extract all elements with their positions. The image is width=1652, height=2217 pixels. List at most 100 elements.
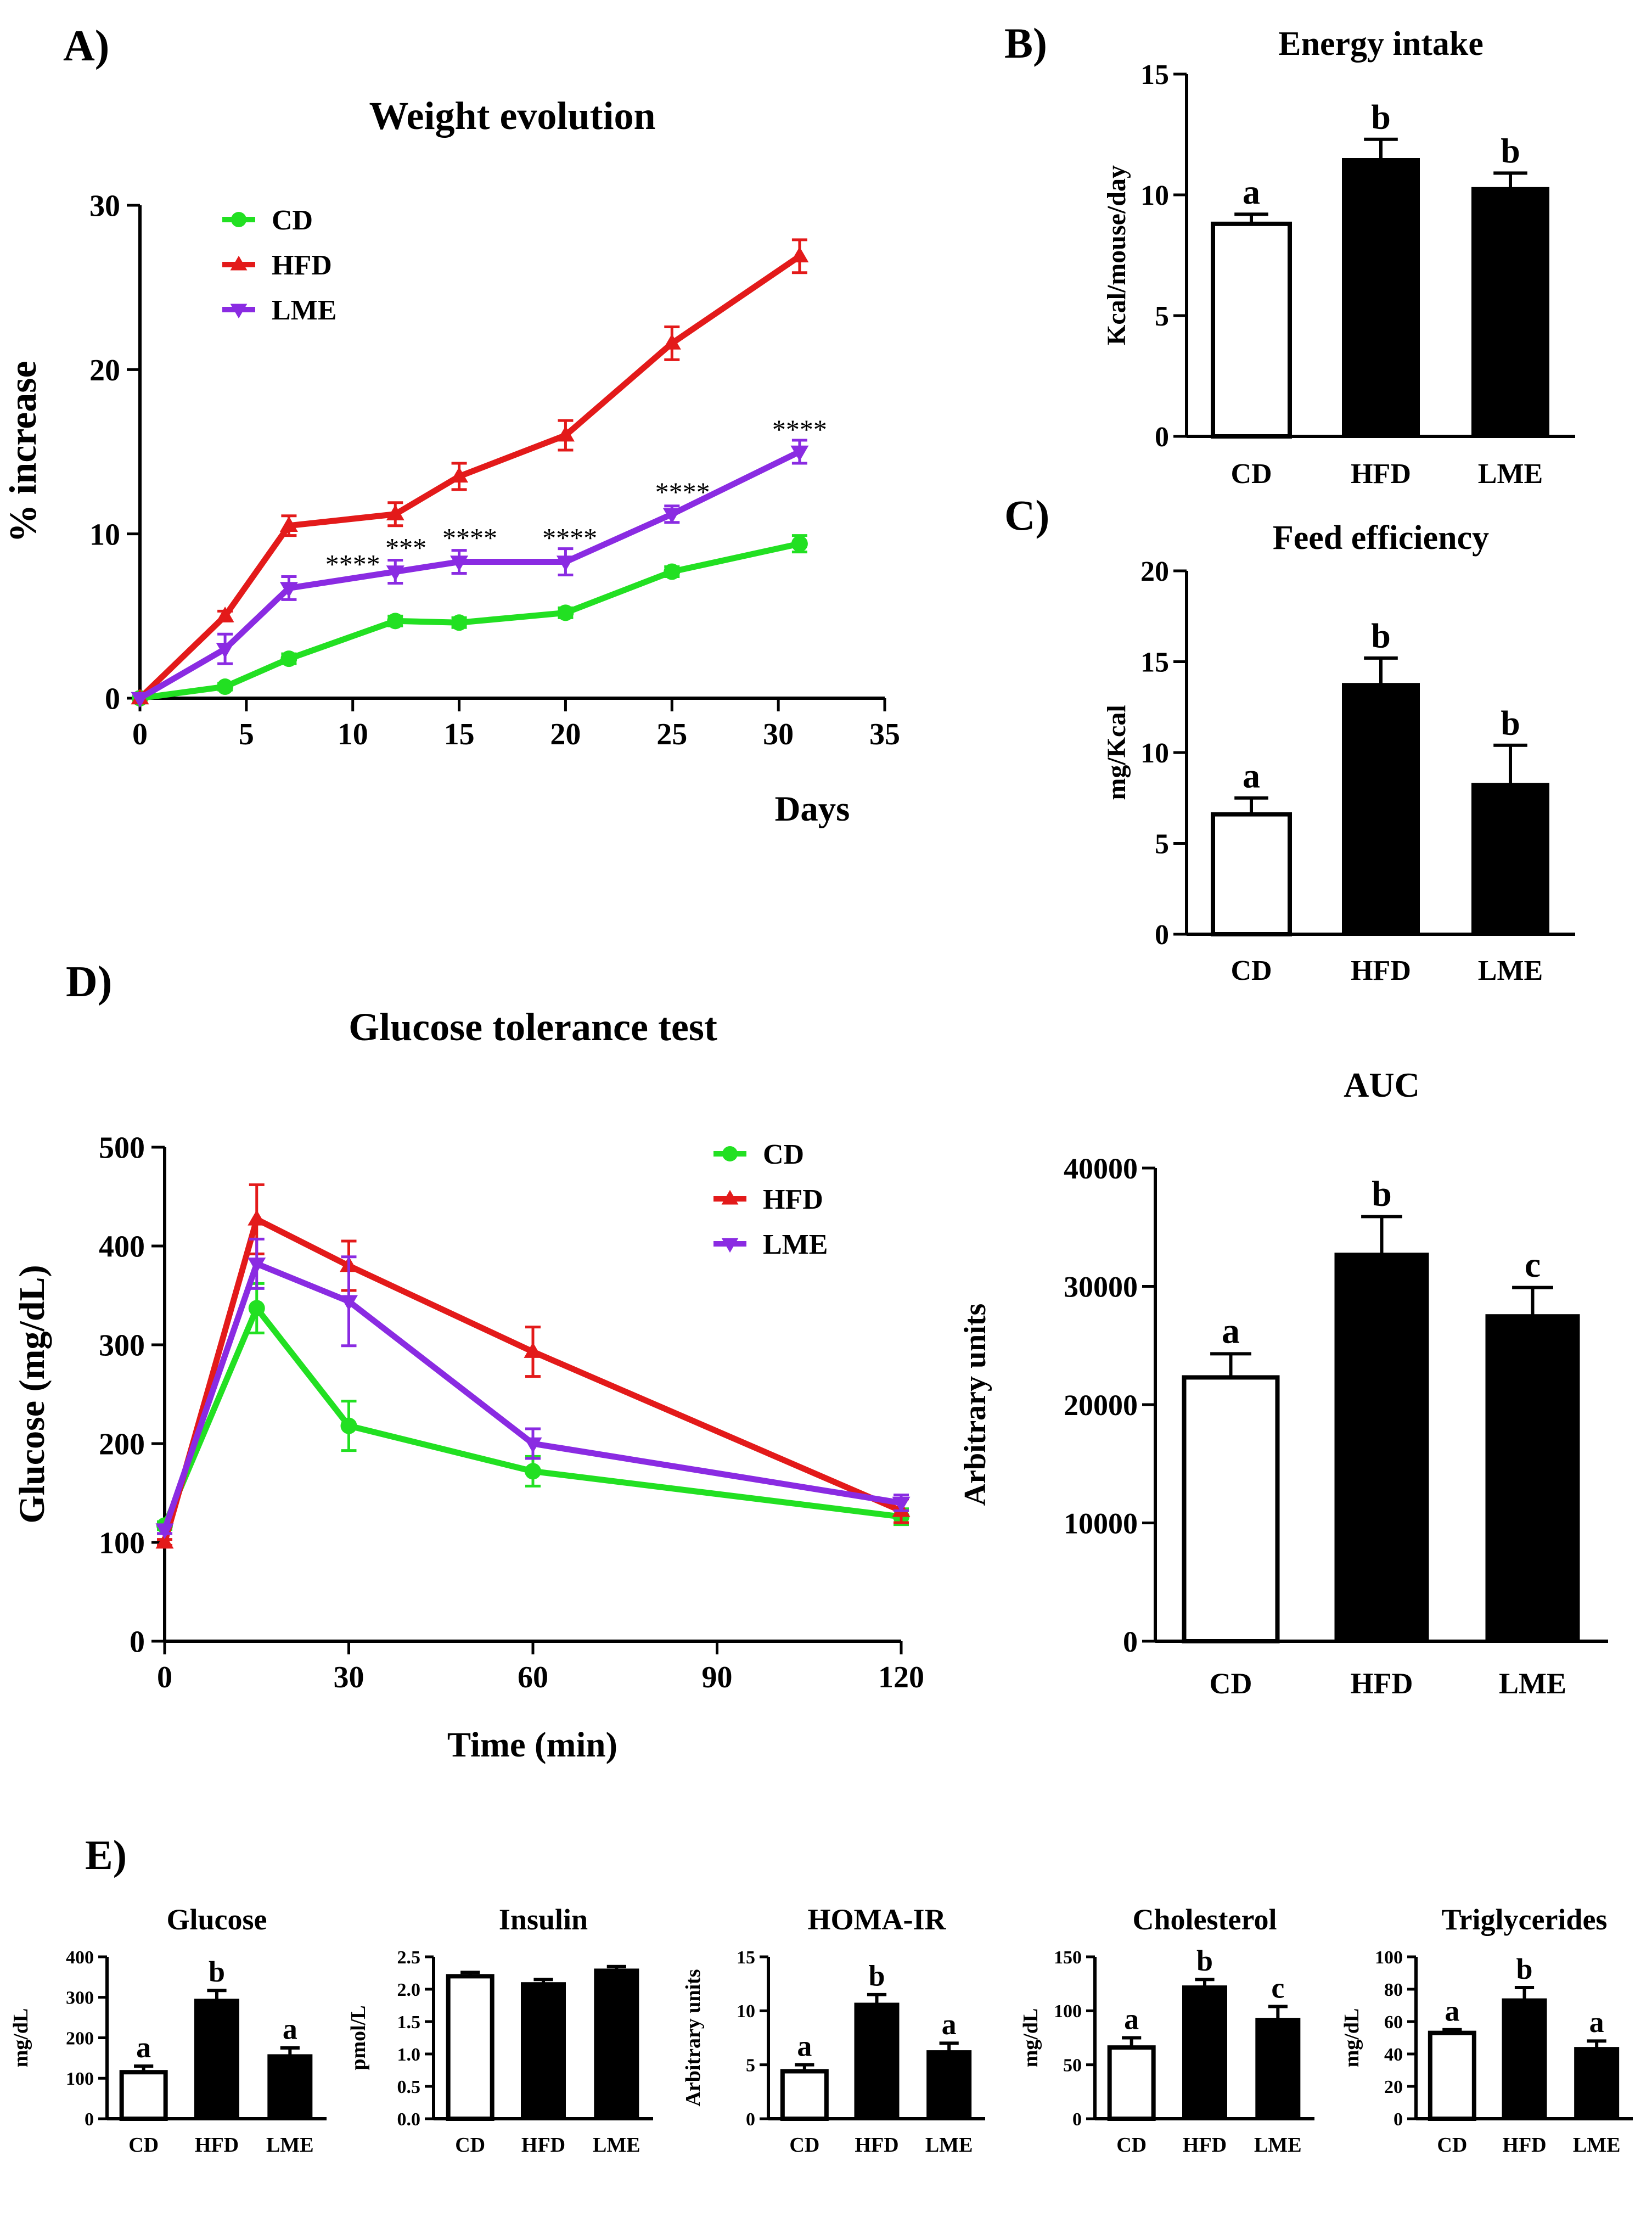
y-tick-label: 0 xyxy=(85,2109,94,2130)
significance-letter: c xyxy=(1525,1245,1541,1285)
x-tick-label: HFD xyxy=(1351,458,1411,490)
bar-cd xyxy=(446,1974,495,2121)
legend-marker-lme xyxy=(721,1238,739,1253)
x-tick-label: 15 xyxy=(444,717,475,751)
data-point-cd xyxy=(664,563,681,580)
legend-marker-cd xyxy=(231,212,246,227)
panel-label-A: A) xyxy=(63,22,109,70)
x-axis-label: Days xyxy=(775,789,850,829)
x-tick-label: LME xyxy=(593,2134,640,2157)
legend-label-hfd: HFD xyxy=(272,250,332,281)
x-tick-label: LME xyxy=(1499,1667,1566,1700)
y-tick-label: 15 xyxy=(1140,647,1169,678)
significance-letter: c xyxy=(1271,1971,1284,2004)
y-tick-label: 500 xyxy=(99,1131,145,1165)
y-tick-label: 80 xyxy=(1384,1980,1403,2000)
bar-cd xyxy=(1211,812,1292,937)
data-point-hfd xyxy=(216,607,234,622)
data-point-hfd xyxy=(790,246,809,263)
y-tick-label: 30000 xyxy=(1064,1270,1138,1303)
x-tick-label: LME xyxy=(1254,2134,1302,2157)
x-tick-label: 20 xyxy=(550,717,581,751)
x-tick-label: LME xyxy=(1573,2134,1621,2157)
legend-marker-cd xyxy=(722,1146,738,1161)
bar-lme xyxy=(1471,187,1549,437)
y-tick-label: 1.0 xyxy=(397,2045,421,2065)
y-tick-label: 20000 xyxy=(1064,1389,1138,1422)
data-point-hfd xyxy=(386,504,404,520)
y-tick-label: 10000 xyxy=(1064,1507,1138,1540)
data-point-lme xyxy=(662,508,681,524)
y-tick-label: 10 xyxy=(89,518,120,552)
y-tick-label: 15 xyxy=(1140,59,1169,91)
y-tick-label: 10 xyxy=(1140,180,1169,211)
significance-letter: b xyxy=(1516,1952,1532,1985)
bar-lme xyxy=(1574,2047,1620,2119)
chart-title: Feed efficiency xyxy=(1273,519,1489,557)
data-point-lme xyxy=(248,1258,266,1273)
data-point-hfd xyxy=(524,1342,542,1358)
x-tick-label: 60 xyxy=(518,1660,548,1694)
legend: CD HFD LME xyxy=(713,1139,828,1260)
x-axis-label: Time (min) xyxy=(447,1725,617,1765)
series-line-hfd xyxy=(161,1216,903,1544)
panel-D-line-chart: D)Glucose tolerance test0100200300400500… xyxy=(12,958,924,1765)
data-point-lme xyxy=(790,445,809,462)
significance-letter: b xyxy=(1371,616,1391,655)
y-tick-label: 100 xyxy=(99,1526,145,1561)
y-tick-label: 20 xyxy=(1140,556,1169,587)
panel-label-B: B) xyxy=(1004,19,1047,67)
series-line-hfd xyxy=(138,254,802,700)
data-point-lme xyxy=(216,642,234,659)
panel-C-bar-chart: C) Feed efficiency 0 5 10 15 20 mg/Kcal a CD b HFD b… xyxy=(1004,491,1575,986)
significance-letter: b xyxy=(1372,1174,1392,1214)
significance-letter: b xyxy=(1196,1944,1213,1977)
x-tick-label: 35 xyxy=(869,717,900,751)
y-tick-label: 0 xyxy=(746,2109,755,2130)
legend-label-lme: LME xyxy=(272,295,336,326)
y-axis-label: pmol/L xyxy=(347,2005,370,2070)
x-tick-label: 120 xyxy=(878,1660,924,1694)
bar-cd xyxy=(1107,2045,1156,2121)
data-point-hfd xyxy=(155,1533,174,1549)
y-tick-label: 0 xyxy=(1155,919,1169,951)
y-tick-label: 0.5 xyxy=(397,2077,421,2097)
data-point-cd xyxy=(451,614,468,631)
x-tick-label: 0 xyxy=(157,1660,172,1694)
panel-B-bar-chart: B) Energy intake 0 5 10 15 Kcal/mouse/day a CD b H… xyxy=(1004,19,1575,490)
series-line-lme xyxy=(138,449,801,701)
legend-marker-hfd xyxy=(721,1189,739,1205)
y-tick-label: 20 xyxy=(89,353,120,388)
x-tick-label: 5 xyxy=(239,717,254,751)
data-point-lme xyxy=(131,692,149,708)
data-point-lme xyxy=(556,555,575,571)
data-point-cd xyxy=(557,604,574,621)
series-cd xyxy=(132,534,808,706)
series-lme xyxy=(155,1237,911,1539)
y-tick-label: 400 xyxy=(99,1230,145,1264)
y-tick-label: 150 xyxy=(1054,1947,1082,1968)
data-point-lme xyxy=(524,1437,542,1453)
bar-cd xyxy=(1182,1375,1280,1644)
significance-letter: b xyxy=(1501,131,1520,170)
x-tick-label: 30 xyxy=(334,1660,364,1694)
y-tick-label: 2.5 xyxy=(397,1947,421,1968)
y-axis-label: mg/dL xyxy=(9,2008,32,2068)
significance-annotation: **** xyxy=(655,476,710,507)
data-point-lme xyxy=(155,1523,174,1539)
panel-label-E1: E) xyxy=(85,1832,127,1878)
y-tick-label: 5 xyxy=(1155,301,1169,332)
chart-title: Insulin xyxy=(499,1903,588,1936)
x-tick-label: HFD xyxy=(1502,2134,1546,2157)
y-tick-label: 2.0 xyxy=(397,1980,421,2000)
y-axis-label: Arbitrary units xyxy=(682,1969,705,2106)
significance-annotation: **** xyxy=(325,549,380,580)
x-tick-label: CD xyxy=(1230,458,1272,490)
y-tick-label: 100 xyxy=(1054,2001,1082,2022)
y-tick-label: 0 xyxy=(1155,422,1169,453)
y-axis-label: Arbitrary units xyxy=(958,1304,992,1506)
y-tick-label: 5 xyxy=(1155,829,1169,860)
panel-AUC-bar-chart: AUC 0 10000 20000 30000 40000 Arbitrary units a… xyxy=(958,1065,1608,1700)
data-point-cd xyxy=(248,1300,265,1317)
